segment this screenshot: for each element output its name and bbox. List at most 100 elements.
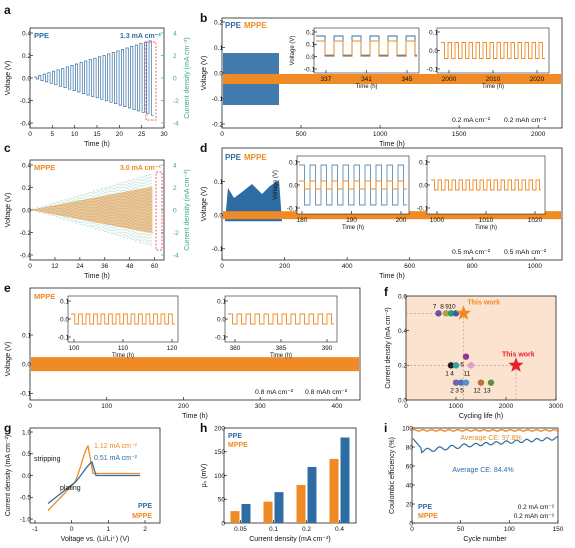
inset-mppe-trace <box>71 313 175 325</box>
bar-mppe <box>296 485 306 523</box>
y-tick-label: -0.1 <box>215 334 227 341</box>
x-tick-label: 20 <box>116 131 124 138</box>
x-tick-label: 0.4 <box>335 526 344 533</box>
series-tag-ppe: PPE <box>225 21 242 30</box>
x-tick-label: 60 <box>151 263 159 270</box>
x-tick-label: 400 <box>342 263 353 270</box>
x-axis-label: Cycle number <box>463 536 507 543</box>
y2-axis-label: Current density (mA cm⁻²) <box>184 37 191 119</box>
highlight-box <box>145 41 157 121</box>
x-tick-label: 0.05 <box>234 526 247 533</box>
y-tick-label: 4 <box>173 30 177 37</box>
condition-current: 0.5 mA cm⁻² <box>452 249 491 256</box>
x-tick-label: 341 <box>361 76 372 83</box>
bar-ppe <box>241 504 251 523</box>
y-tick-label: 0.0 <box>22 75 31 82</box>
inset-frame <box>313 27 420 74</box>
x-tick-label: -1 <box>32 526 38 533</box>
y-tick-label: -0.1 <box>58 334 70 341</box>
x-tick-label: 100 <box>101 403 112 410</box>
panel-d-frame <box>221 147 563 261</box>
x-tick-label: 337 <box>321 76 332 83</box>
panel-i-frame <box>411 427 559 524</box>
x-tick-label: 1500 <box>452 131 467 138</box>
inset-x-label: Time (h) <box>112 353 134 359</box>
y-tick-label: 40 <box>406 482 414 489</box>
point-label: 12 <box>473 388 481 395</box>
data-point <box>447 362 455 369</box>
legend-ppe: PPE <box>138 503 152 510</box>
y-axis-label: Voltage (V) <box>5 61 12 96</box>
x-tick-label: 0 <box>28 403 32 410</box>
y-tick-label: -4 <box>173 252 179 259</box>
x-axis-label: Time (h) <box>84 141 110 148</box>
y-axis-label: Current density (mA cm⁻²) <box>5 435 12 517</box>
y-tick-label: 0.5 <box>22 451 31 458</box>
y-tick-label: 0.0 <box>214 213 223 220</box>
x-tick-label: 48 <box>126 263 134 270</box>
mppe-band <box>223 211 561 220</box>
x-tick-label: 12 <box>51 263 59 270</box>
inset-x-label: Time (h) <box>342 225 364 231</box>
point-label: 6 <box>460 362 464 369</box>
y-tick-label: 200 <box>214 425 225 432</box>
average-ce-ppe: Average CE: 84.4% <box>452 467 513 474</box>
inset-frame <box>436 27 550 74</box>
plating-label: plating <box>60 485 81 492</box>
y-tick-label: 0.0 <box>60 316 69 323</box>
inset-frame <box>67 295 179 343</box>
x-tick-label: 100 <box>69 345 80 352</box>
y-tick-label: 0.2 <box>22 185 31 192</box>
y-tick-label: 0.2 <box>306 29 315 36</box>
data-point <box>462 379 470 386</box>
legend-ppe: PPE <box>228 433 242 440</box>
data-point <box>457 379 465 386</box>
inset-x-label: Time (h) <box>475 225 497 231</box>
inset-x-label: Time (h) <box>482 84 504 90</box>
y-tick-label: -0.2 <box>212 121 224 128</box>
y-tick-label: -0.5 <box>20 495 32 502</box>
y-tick-label: 0.0 <box>398 397 407 404</box>
inset-mppe-trace <box>316 40 417 56</box>
stripping-label: stripping <box>34 456 61 463</box>
series-tag-mppe: MPPE <box>244 21 267 30</box>
point-label: 2 <box>450 388 454 395</box>
y-tick-label: -0.1 <box>304 66 316 73</box>
bar-mppe <box>263 501 273 523</box>
x-tick-label: 345 <box>402 76 413 83</box>
annotation-mppe: 1.12 mA cm⁻² <box>94 443 138 450</box>
x-tick-label: 2020 <box>530 76 545 83</box>
x-tick-label: 5 <box>51 131 55 138</box>
y-axis-label: μₛ (mV) <box>201 464 208 488</box>
point-label: 3 <box>455 388 459 395</box>
legend-mppe: MPPE <box>418 513 438 520</box>
condition-capacity: 0.2 mAh cm⁻² <box>504 117 547 124</box>
series-tag: MPPE <box>34 292 55 301</box>
bar-mppe <box>329 458 339 523</box>
panel-label-h: h <box>200 421 207 435</box>
y-tick-label: -0.2 <box>20 98 32 105</box>
x-tick-label: 0 <box>404 403 408 410</box>
y-tick-label: 50 <box>218 497 226 504</box>
data-point <box>462 353 470 360</box>
y2-axis-label: Current density (mA cm⁻²) <box>184 169 191 251</box>
x-tick-label: 1 <box>107 526 111 533</box>
x-tick-label: 150 <box>553 526 564 533</box>
inset-y-label: Voltage (V) <box>290 36 296 66</box>
this-work-label: This work <box>468 299 501 306</box>
y-tick-label: 0.1 <box>217 298 226 305</box>
panel-label-g: g <box>4 421 11 435</box>
point-label: 1 <box>445 370 449 377</box>
y-tick-label: -0.1 <box>212 246 224 253</box>
y-tick-label: 0.0 <box>419 182 428 189</box>
y-tick-label: -0.1 <box>427 66 439 73</box>
x-tick-label: 190 <box>346 217 357 224</box>
x-tick-label: 1000 <box>430 217 445 224</box>
y-tick-label: 0 <box>173 207 177 214</box>
point-label: 7 <box>433 303 437 310</box>
this-work-star <box>455 305 472 320</box>
condition-capacity: 0.2 mAh cm⁻² <box>514 513 555 520</box>
x-tick-label: 15 <box>93 131 101 138</box>
data-point <box>447 310 455 317</box>
x-tick-label: 0.2 <box>302 526 311 533</box>
